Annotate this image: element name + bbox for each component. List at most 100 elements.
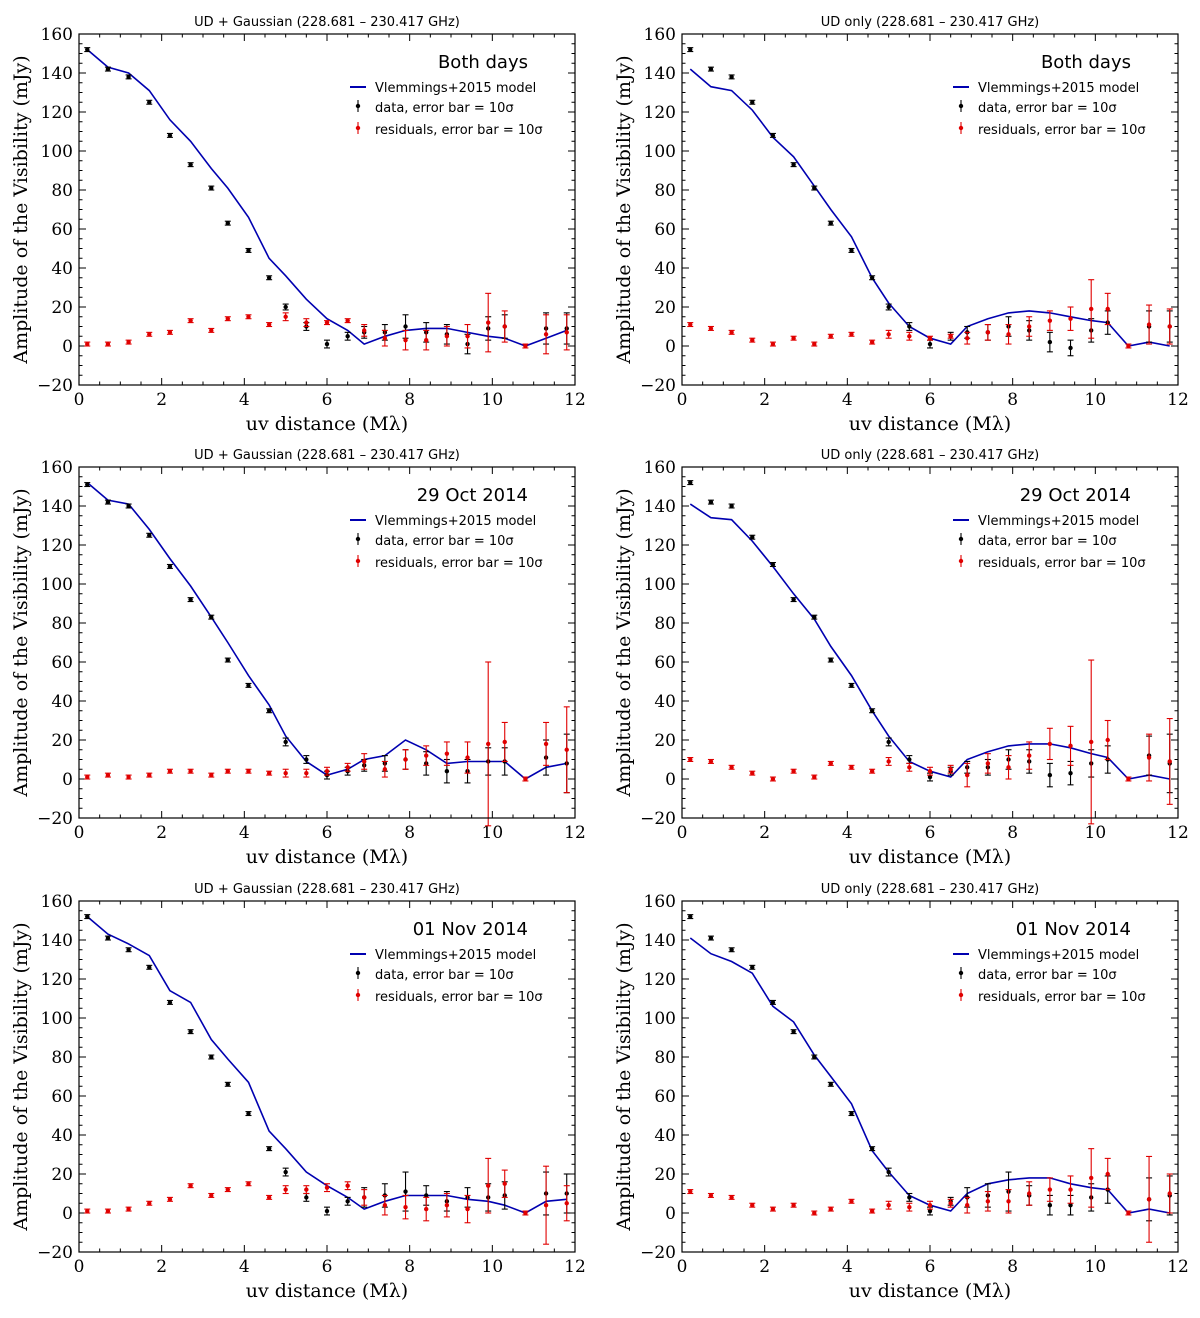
residual-point bbox=[1027, 1191, 1032, 1196]
x-tick-label: 10 bbox=[1085, 1257, 1107, 1277]
y-tick-label: 20 bbox=[654, 298, 676, 318]
residual-point bbox=[266, 322, 272, 327]
residual-point bbox=[502, 1181, 507, 1186]
data-point bbox=[266, 275, 272, 280]
residual-point bbox=[324, 769, 330, 774]
epoch-label: 01 Nov 2014 bbox=[1016, 919, 1131, 940]
y-tick-label: 120 bbox=[644, 103, 676, 123]
residual-point bbox=[985, 1199, 991, 1204]
residual-point bbox=[167, 330, 173, 335]
residual-point bbox=[828, 334, 833, 339]
data-point bbox=[85, 914, 90, 919]
y-tick-label: 0 bbox=[665, 337, 676, 357]
y-tick-label: 140 bbox=[644, 931, 676, 951]
residual-point bbox=[948, 334, 953, 339]
panel-title: UD only (228.681 – 230.417 GHz) bbox=[821, 15, 1040, 30]
residual-point bbox=[927, 336, 933, 341]
y-tick-label: 20 bbox=[654, 731, 676, 751]
x-axis-title: uv distance (Mλ) bbox=[849, 846, 1011, 868]
panel-title: UD only (228.681 – 230.417 GHz) bbox=[821, 448, 1040, 463]
data-point bbox=[750, 535, 755, 540]
data-point bbox=[147, 533, 152, 538]
data-point bbox=[209, 185, 214, 191]
x-tick-label: 6 bbox=[322, 390, 333, 410]
data-point bbox=[85, 47, 90, 52]
legend-model-label: Vlemmings+2015 model bbox=[375, 948, 536, 963]
data-point bbox=[225, 1082, 230, 1087]
data-point bbox=[729, 74, 734, 80]
residual-point bbox=[1146, 322, 1152, 327]
residual-point bbox=[345, 765, 350, 770]
data-point bbox=[927, 774, 933, 780]
y-tick-label: 80 bbox=[654, 1048, 676, 1068]
residual-point bbox=[444, 334, 450, 339]
epoch-label: Both days bbox=[1041, 52, 1131, 73]
y-axis-title: Amplitude of the Visibility (mJy) bbox=[10, 922, 32, 1231]
residual-point bbox=[1089, 1175, 1094, 1181]
data-point bbox=[246, 248, 251, 253]
y-tick-label: 0 bbox=[665, 770, 676, 790]
x-tick-label: 10 bbox=[482, 823, 504, 843]
x-tick-label: 12 bbox=[1167, 390, 1189, 410]
residual-point bbox=[886, 759, 891, 764]
x-tick-label: 12 bbox=[564, 390, 586, 410]
data-point bbox=[907, 757, 912, 762]
x-tick-label: 6 bbox=[925, 823, 936, 843]
x-tick-label: 0 bbox=[74, 1257, 85, 1277]
data-point bbox=[828, 1082, 833, 1087]
legend-data-label: data, error bar = 10σ bbox=[375, 101, 514, 116]
residual-point bbox=[886, 332, 891, 337]
residual-point bbox=[1167, 324, 1172, 329]
data-point bbox=[791, 1029, 796, 1034]
x-tick-label: 8 bbox=[404, 390, 415, 410]
residual-point bbox=[465, 755, 470, 760]
y-tick-label: 160 bbox=[41, 892, 73, 912]
data-point bbox=[688, 47, 693, 52]
data-point bbox=[849, 683, 854, 688]
data-point bbox=[1047, 339, 1053, 345]
x-tick-label: 10 bbox=[482, 1257, 504, 1277]
residual-point bbox=[812, 1210, 817, 1216]
epoch-label: 29 Oct 2014 bbox=[1020, 485, 1131, 506]
data-point bbox=[1047, 772, 1053, 778]
residual-point bbox=[283, 314, 288, 319]
data-point bbox=[869, 708, 875, 713]
plot-frame bbox=[681, 33, 1179, 386]
residual-point bbox=[849, 765, 854, 770]
residual-point bbox=[1006, 1199, 1011, 1204]
residual-point bbox=[770, 1206, 776, 1212]
x-tick-label: 12 bbox=[564, 1257, 586, 1277]
residual-point bbox=[1006, 765, 1011, 770]
residual-point bbox=[907, 334, 912, 339]
y-tick-label: 40 bbox=[51, 1126, 73, 1146]
data-point bbox=[105, 499, 111, 505]
x-axis-title: uv distance (Mλ) bbox=[849, 413, 1011, 435]
panel-title: UD only (228.681 – 230.417 GHz) bbox=[821, 882, 1040, 897]
x-tick-label: 6 bbox=[322, 823, 333, 843]
residual-point bbox=[188, 318, 193, 323]
legend-data-swatch-point bbox=[958, 970, 964, 976]
x-tick-label: 0 bbox=[677, 823, 688, 843]
residual-point bbox=[791, 1203, 796, 1208]
y-tick-label: 100 bbox=[644, 1009, 676, 1029]
y-axis-title: Amplitude of the Visibility (mJy) bbox=[613, 488, 635, 797]
residual-point bbox=[688, 1189, 693, 1194]
residual-point bbox=[147, 332, 152, 337]
y-tick-label: 40 bbox=[51, 259, 73, 279]
legend-data-swatch-point bbox=[355, 536, 361, 542]
residual-point bbox=[791, 769, 796, 774]
x-tick-label: 12 bbox=[564, 823, 586, 843]
x-tick-label: 0 bbox=[677, 390, 688, 410]
residual-point bbox=[1027, 324, 1032, 329]
y-axis-title: Amplitude of the Visibility (mJy) bbox=[613, 55, 635, 364]
y-tick-label: 80 bbox=[51, 614, 73, 634]
residual-point bbox=[1047, 741, 1053, 747]
data-point bbox=[791, 597, 796, 602]
residual-point bbox=[1089, 739, 1094, 745]
residual-point bbox=[105, 772, 111, 778]
residual-point bbox=[927, 1203, 933, 1208]
data-point bbox=[812, 614, 817, 620]
residual-point bbox=[948, 1201, 953, 1206]
